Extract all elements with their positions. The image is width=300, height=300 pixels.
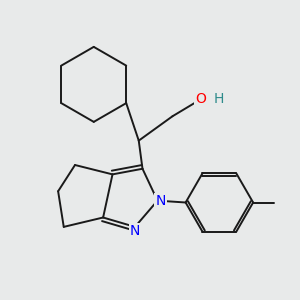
Text: N: N [155, 194, 166, 208]
Text: N: N [130, 224, 140, 239]
Text: O: O [195, 92, 206, 106]
Text: H: H [213, 92, 224, 106]
